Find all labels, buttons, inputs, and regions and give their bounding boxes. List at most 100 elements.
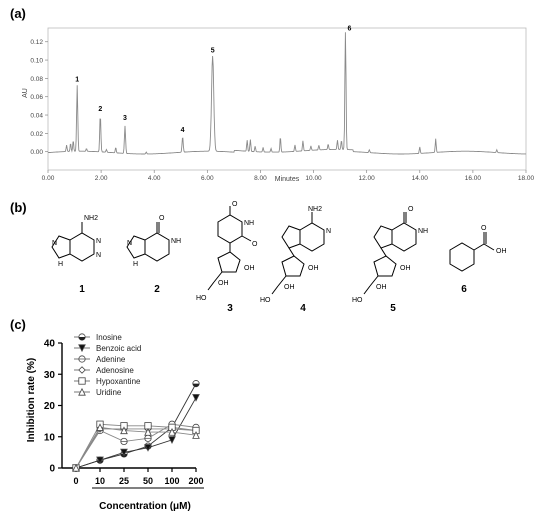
panel-label-c: (c) — [10, 317, 26, 332]
structure-atom-labels: NH2 O O NH2 O O OH N N N H NH N H NH O O… — [52, 201, 507, 304]
structure-5-atom-oh2: OH — [376, 284, 387, 291]
chromatogram-x-tick-label: 6.00 — [201, 175, 214, 182]
chemical-structures: NH2 O O NH2 O O OH N N N H NH N H NH O O… — [51, 201, 507, 304]
structure-4-atom-ho: HO — [260, 297, 271, 304]
structure-6-drawing — [449, 232, 495, 272]
series-point-fill — [192, 383, 200, 387]
series-point — [168, 427, 176, 436]
structure-3-atom-oh1: OH — [244, 265, 255, 272]
series-point — [144, 444, 152, 452]
inhibition-y-axis-label: Inhibition rate (%) — [26, 358, 37, 442]
chromatogram-x-tick-label: 18.00 — [518, 175, 535, 182]
inhibition-y-tick-label: 40 — [44, 339, 56, 350]
series-line — [75, 428, 197, 469]
legend-label: Inosine — [96, 333, 122, 342]
structure-2-atom-h: H — [133, 261, 138, 268]
structure-2-atom-n: N — [127, 240, 132, 247]
chromatogram-x-tick-label: 16.00 — [465, 175, 482, 182]
legend-marker — [78, 366, 86, 374]
inhibition-x-tick-label: 25 — [119, 476, 129, 486]
structure-5-atom-nh: NH — [418, 228, 428, 235]
chromatogram-frame — [47, 27, 527, 171]
inhibition-y-tick-label: 10 — [44, 432, 56, 443]
panel-label-a: (a) — [10, 6, 26, 21]
chromatogram-x-tick-label: 14.00 — [412, 175, 429, 182]
inhibition-x-tick-label: 100 — [164, 476, 179, 486]
legend-marker-fill — [78, 337, 86, 341]
inhibition-x-tick-label: 200 — [188, 476, 203, 486]
structure-5-atom-oh1: OH — [400, 265, 411, 272]
structure-3-atom-nh: NH — [244, 220, 254, 227]
chromatogram-y-tick-label: 0.06 — [30, 94, 43, 101]
structure-4-atom-n1: N — [326, 228, 331, 235]
structure-4-atom-oh1: OH — [308, 265, 319, 272]
structure-label-4: 4 — [300, 303, 306, 314]
structure-1-atom-n3: N — [52, 240, 57, 247]
structure-6-oh: OH — [496, 248, 507, 255]
legend-marker — [78, 387, 86, 396]
chromatogram-x-tick-label: 8.00 — [254, 175, 267, 182]
inhibition-y-tick-label: 20 — [44, 401, 56, 412]
series-point — [144, 427, 152, 436]
chromatogram-peak-label: 6 — [347, 25, 351, 32]
chromatogram-y-tick-label: 0.00 — [30, 149, 43, 156]
legend-label: Adenosine — [96, 366, 134, 375]
series-point — [96, 456, 104, 465]
inhibition-x-tick-label: 0 — [73, 476, 78, 486]
series-line — [75, 423, 197, 469]
inhibition-x-tick-label: 10 — [95, 476, 105, 486]
structure-3-atom-oh2: OH — [218, 280, 229, 287]
chromatogram-y-tick-label: 0.02 — [30, 131, 43, 138]
series-benzoic-acid — [72, 394, 200, 473]
chromatogram-trace — [48, 32, 526, 155]
structure-5-drawing — [363, 212, 417, 295]
inhibition-x-tick-label: 50 — [143, 476, 153, 486]
structure-5-substituent: O — [408, 206, 414, 213]
structure-2-substituent: O — [159, 215, 165, 222]
chromatogram-y-axis-label: AU — [22, 88, 29, 98]
chromatogram-x-tick-label: 10.00 — [305, 175, 322, 182]
structure-2-atom-nh: NH — [171, 238, 181, 245]
legend-marker — [78, 344, 86, 353]
structure-label-2: 2 — [154, 284, 160, 295]
legend-label: Benzoic acid — [96, 344, 141, 353]
structure-3-substituent: O — [232, 201, 238, 208]
structure-5-atom-ho: HO — [352, 297, 363, 304]
series-line — [75, 426, 197, 469]
chromatogram-y-tick-label: 0.08 — [30, 76, 43, 83]
structure-4-substituent: NH2 — [308, 206, 322, 213]
structure-4-drawing — [271, 212, 325, 295]
panel-label-b: (b) — [10, 200, 27, 215]
series-uridine — [72, 423, 200, 472]
chromatogram-y-tick-label: 0.12 — [30, 39, 43, 46]
inhibition-y-tick-label: 30 — [44, 370, 56, 381]
chromatogram-y-tick-label: 0.10 — [30, 58, 43, 65]
chromatogram-peak-label: 5 — [211, 47, 215, 54]
series-point — [72, 463, 80, 472]
series-point — [168, 436, 176, 444]
series-line — [75, 423, 197, 469]
legend-marker — [78, 377, 86, 385]
chromatogram-x-axis-label: Minutes — [275, 176, 300, 183]
series-point — [120, 448, 128, 457]
legend-label: Adenine — [96, 355, 126, 364]
structure-4-atom-oh2: OH — [284, 284, 295, 291]
chromatogram-peak-label: 4 — [181, 127, 185, 134]
inhibition-x-axis-label: Concentration (μM) — [99, 501, 191, 512]
structure-3-atom-ho: HO — [196, 295, 207, 302]
series-point — [192, 431, 200, 439]
chromatogram-y-tick-label: 0.04 — [30, 113, 43, 120]
structure-1-drawing — [51, 222, 95, 262]
chromatogram-x-tick-label: 12.00 — [359, 175, 376, 182]
structure-1-atom-n2: N — [96, 252, 101, 259]
structure-3-atom-o: O — [252, 241, 258, 248]
series-adenosine — [72, 425, 200, 472]
chromatogram-peak-label: 2 — [98, 106, 102, 113]
series-point — [192, 394, 200, 402]
series-point — [120, 426, 128, 435]
structure-label-3: 3 — [227, 303, 233, 314]
chromatogram-peak-label: 3 — [123, 115, 127, 122]
inhibition-chart: 0 10 20 30 40 0 10 25 50 100 200 Inosine Benzoic ac… — [26, 333, 204, 512]
structure-3-drawing — [207, 206, 252, 291]
chromatogram-x-tick-label: 4.00 — [148, 175, 161, 182]
